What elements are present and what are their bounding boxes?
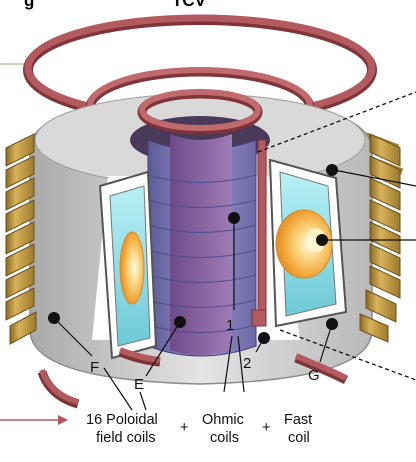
label-1: 1 [226,317,234,334]
central-column-stripes [147,174,257,333]
label-leaders [53,218,333,411]
outer-poloidal-coils-left [5,133,37,345]
zoom-line-top [257,91,416,153]
label-E: E [134,376,144,393]
outer-poloidal-coils-right [359,133,401,343]
legend-poloidal-line1: 16 Poloidal [86,412,158,428]
legend-plus-1: + [180,420,188,436]
zoom-line-bottom [279,329,416,381]
coil-2-block [251,309,267,327]
machine-title: TCV [172,0,207,10]
plasma-right [275,209,333,279]
ohmic-coil-core [170,134,232,355]
panel-letter: g [24,0,34,10]
legend-fast-line2: coil [288,430,310,446]
legend-arrow [0,415,68,425]
label-F: F [90,359,99,376]
label-G: G [308,367,320,384]
dot-vessel [326,164,338,176]
legend-ohmic-line2: coils [210,430,239,446]
right-cross-section [268,158,348,328]
legend-plus-2: + [262,420,270,436]
leader-right-1 [333,169,416,187]
dot-plasma [316,234,328,246]
legend-fast-line1: Fast [284,412,312,428]
label-2: 2 [243,355,251,372]
fast-coil-rod [257,139,267,321]
left-cross-section [98,170,158,360]
plasma-left [119,231,145,305]
legend-ohmic-line1: Ohmic [202,412,244,428]
legend-poloidal-line2: field coils [96,430,156,446]
